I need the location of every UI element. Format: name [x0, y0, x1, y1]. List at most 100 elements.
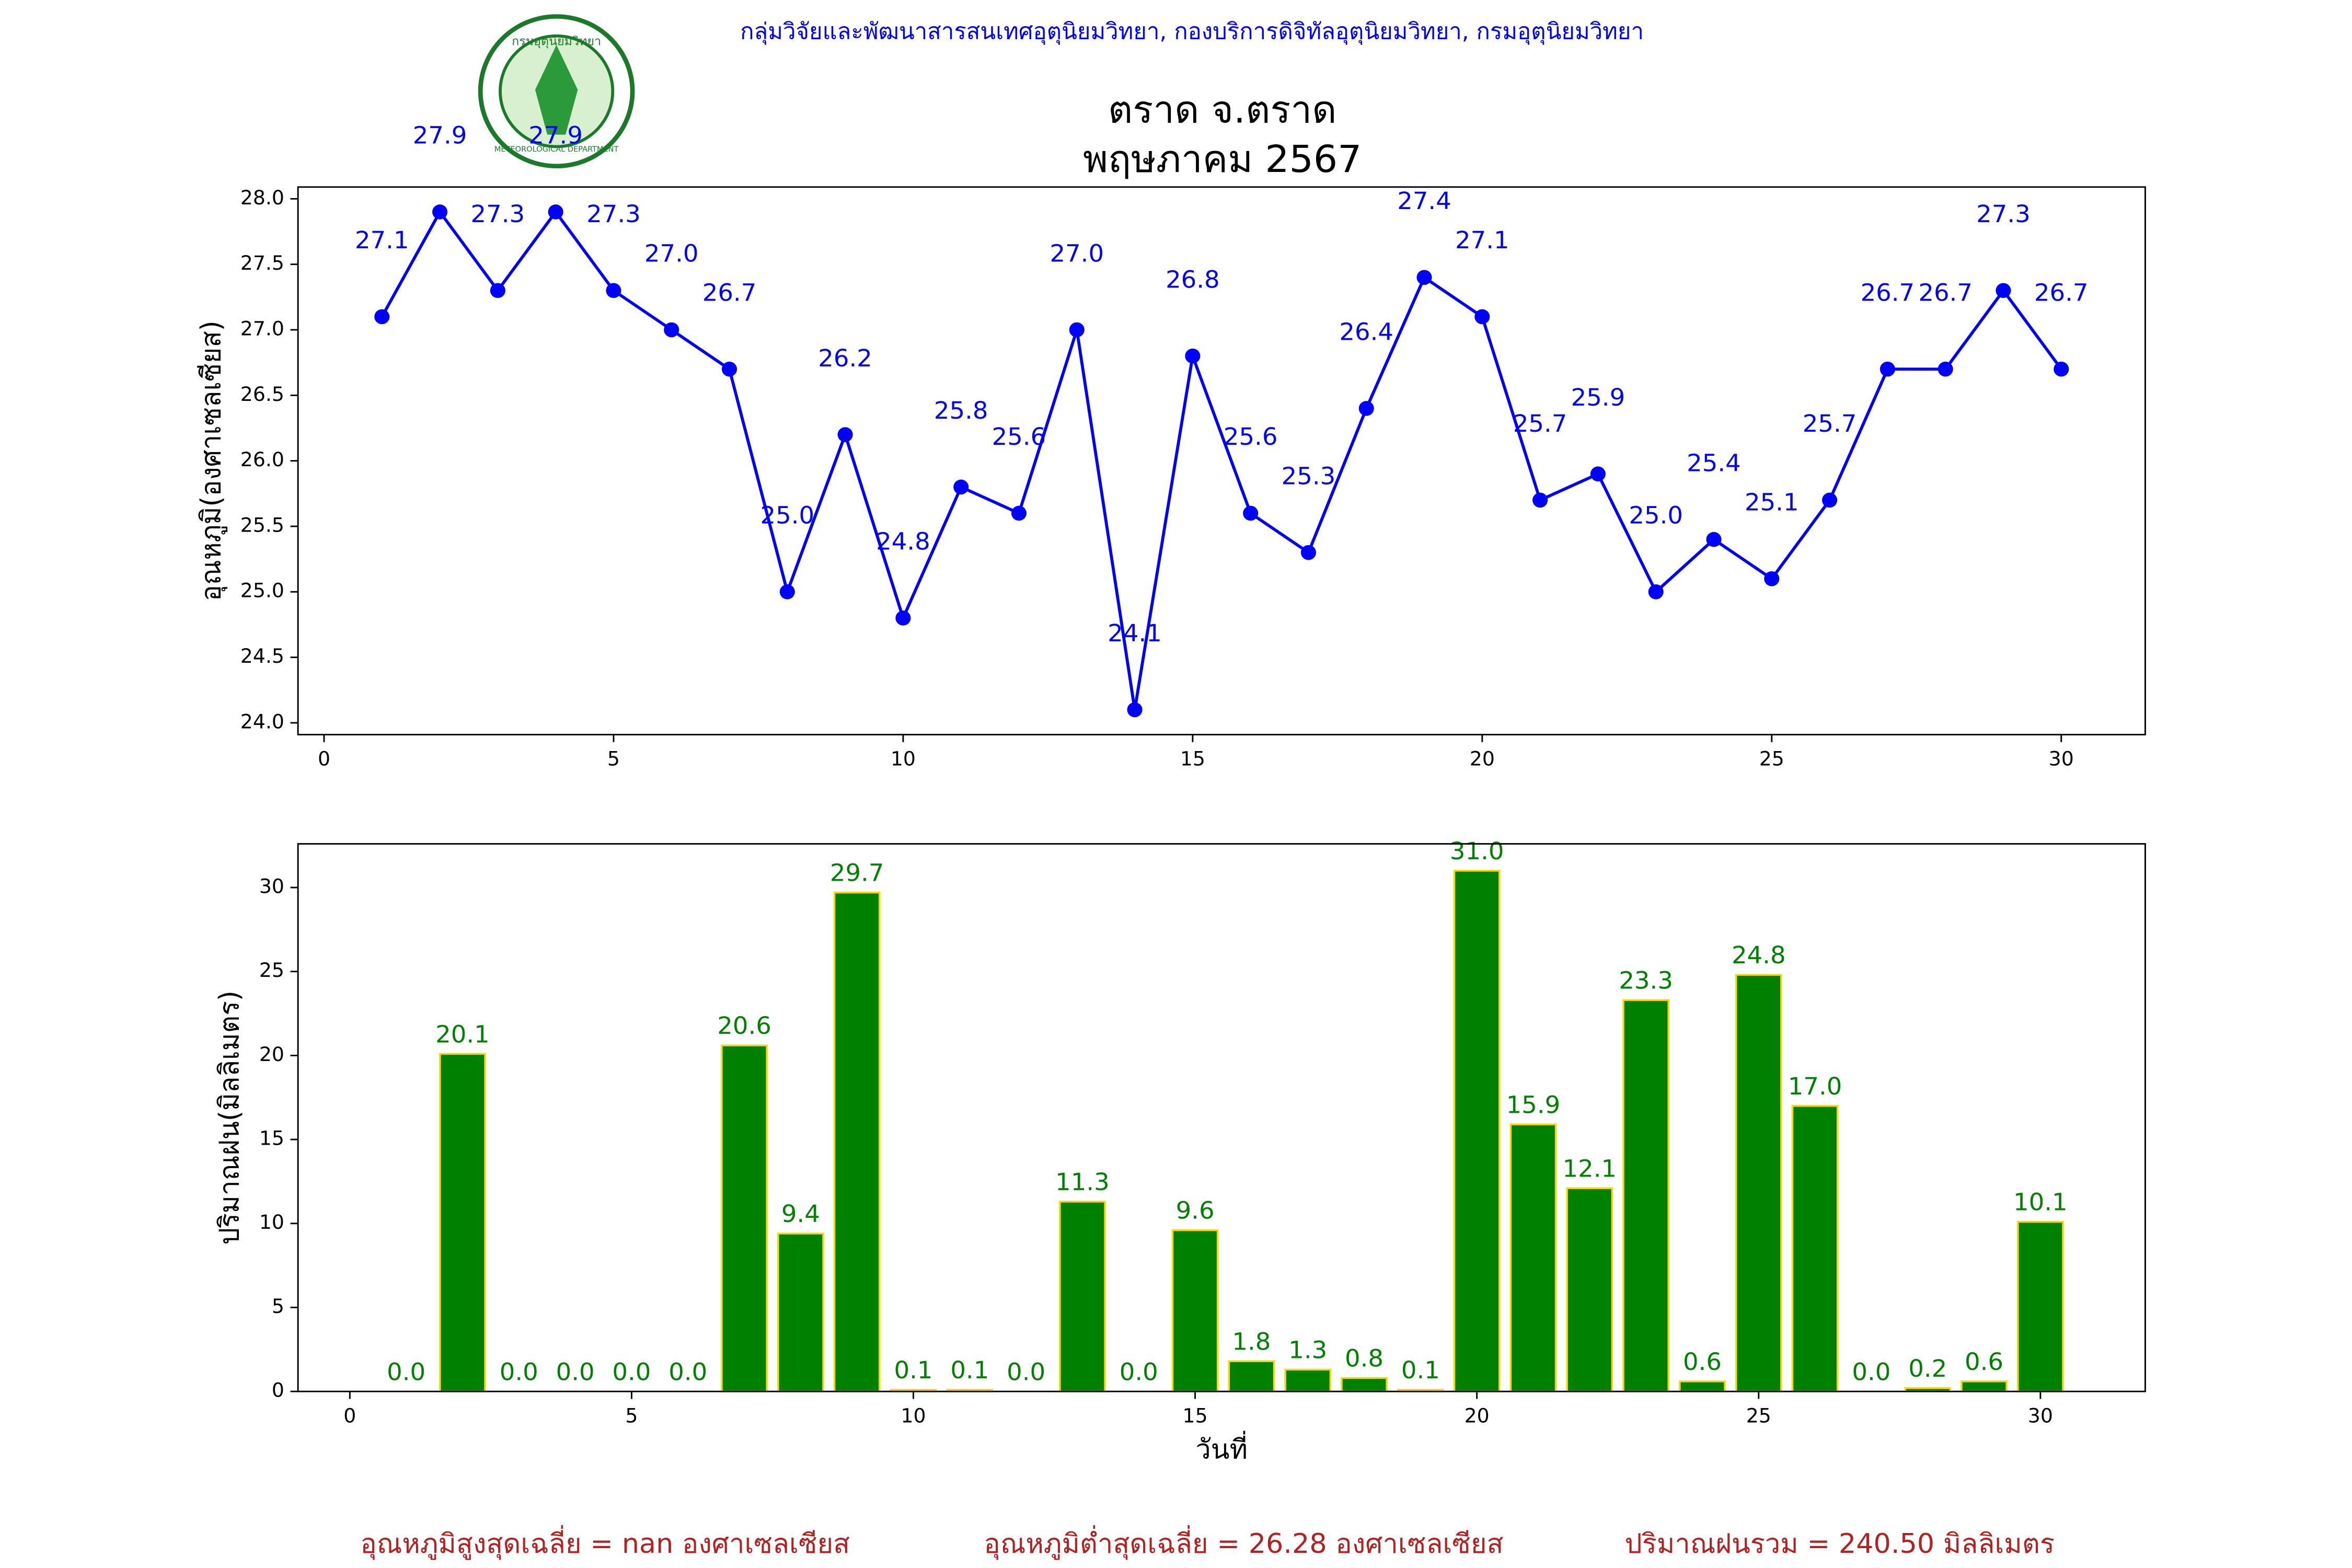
- value-label: 25.0: [1629, 501, 1683, 529]
- x-tick-label: 5: [625, 1404, 638, 1427]
- chart-title: ตราด จ.ตราด: [1108, 88, 1336, 132]
- y-tick-label: 28.0: [240, 186, 284, 209]
- point: [1880, 361, 1895, 377]
- value-label: 24.8: [1732, 941, 1786, 970]
- value-label: 0.1: [1401, 1356, 1440, 1384]
- value-label: 20.6: [717, 1012, 771, 1040]
- footer-text: อุณหภูมิต่ำสุดเฉลี่ย = 26.28 องศาเซลเซีย…: [984, 1525, 1503, 1560]
- value-label: 17.0: [1788, 1072, 1842, 1100]
- value-label: 27.9: [413, 121, 467, 149]
- footer-text: ปริมาณฝนรวม = 240.50 มิลลิเมตร: [1624, 1528, 2054, 1560]
- value-label: 27.0: [1050, 239, 1104, 268]
- bar: [1679, 1380, 1726, 1392]
- value-label: 26.7: [1918, 279, 1973, 307]
- bar: [439, 1053, 486, 1392]
- point: [1648, 584, 1664, 599]
- value-label: 25.9: [1571, 383, 1625, 411]
- point: [1474, 309, 1490, 325]
- plot-frame: [297, 843, 2146, 1392]
- point: [432, 204, 448, 220]
- point: [664, 322, 679, 338]
- point: [953, 479, 969, 495]
- bar: [1961, 1380, 2008, 1392]
- y-tick-label: 26.0: [240, 448, 284, 471]
- value-label: 0.0: [1007, 1358, 1045, 1386]
- value-label: 11.3: [1055, 1168, 1110, 1196]
- point: [1185, 348, 1201, 364]
- value-label: 0.6: [1965, 1347, 2003, 1376]
- y-tick-label: 27.5: [240, 251, 284, 274]
- point: [1532, 492, 1548, 508]
- value-label: 0.0: [500, 1358, 538, 1386]
- y-tick-label: 25: [259, 959, 284, 982]
- bar: [1228, 1360, 1275, 1392]
- plot-frame: [297, 186, 2146, 735]
- chart-subtitle: พฤษภาคม 2567: [1083, 138, 1362, 181]
- y-tick-label: 5: [272, 1295, 284, 1318]
- x-tick-label: 0: [318, 747, 330, 770]
- footer-text: อุณหภูมิสูงสุดเฉลี่ย = nan องศาเซลเซียส: [360, 1525, 850, 1560]
- value-label: 25.7: [1513, 409, 1567, 437]
- value-label: 1.8: [1232, 1328, 1271, 1356]
- point: [837, 427, 853, 442]
- x-tick-label: 15: [1180, 747, 1205, 770]
- value-label: 0.1: [894, 1356, 933, 1384]
- value-label: 0.0: [612, 1358, 651, 1386]
- bar: [1735, 974, 1782, 1392]
- value-label: 27.4: [1397, 187, 1451, 215]
- value-label: 23.3: [1619, 966, 1673, 995]
- value-label: 1.3: [1288, 1336, 1327, 1364]
- value-label: 0.1: [950, 1356, 989, 1384]
- bar: [1622, 999, 1670, 1392]
- value-label: 20.1: [435, 1020, 490, 1048]
- org-name: กลุ่มวิจัยและพัฒนาสารสนเทศอุตุนิยมวิทยา,…: [740, 19, 1644, 45]
- x-tick-label: 30: [2028, 1404, 2053, 1427]
- temperature-line: [381, 209, 2063, 710]
- value-label: 9.6: [1176, 1196, 1215, 1225]
- y-tick-label: 27.0: [240, 317, 284, 340]
- point: [2054, 361, 2069, 377]
- x-tick-label: 20: [1465, 1404, 1490, 1427]
- y-tick-label: 0: [272, 1379, 284, 1402]
- bar: [1509, 1123, 1557, 1392]
- x-tick-label: 20: [1470, 747, 1495, 770]
- point: [1590, 466, 1606, 482]
- y-tick-label: 25.0: [240, 579, 284, 602]
- point: [779, 584, 795, 599]
- value-label: 10.1: [2013, 1188, 2068, 1216]
- point: [1069, 322, 1085, 338]
- x-tick-label: 5: [607, 747, 620, 770]
- value-label: 27.1: [355, 226, 409, 255]
- value-label: 27.9: [528, 121, 583, 149]
- value-label: 24.1: [1108, 619, 1162, 648]
- value-label: 0.6: [1683, 1347, 1722, 1376]
- point: [1996, 283, 2011, 298]
- value-label: 25.6: [992, 423, 1046, 451]
- point: [1300, 545, 1316, 560]
- value-label: 0.0: [556, 1358, 595, 1386]
- y-tick-label: 30: [259, 875, 284, 898]
- point: [374, 309, 390, 325]
- point: [895, 610, 911, 626]
- bar: [1791, 1105, 1839, 1392]
- y-axis-label: ปริมาณฝน(มิลลิเมตร): [214, 990, 245, 1244]
- value-label: 0.0: [1852, 1358, 1890, 1386]
- value-label: 26.8: [1166, 266, 1220, 294]
- y-tick-label: 25.5: [240, 514, 284, 537]
- point: [1764, 571, 1780, 586]
- value-label: 25.0: [760, 501, 815, 529]
- point: [1822, 492, 1838, 508]
- y-tick-label: 26.5: [240, 383, 284, 406]
- value-label: 25.7: [1803, 409, 1857, 437]
- value-label: 31.0: [1450, 837, 1504, 865]
- point: [490, 283, 505, 298]
- point: [1416, 270, 1432, 285]
- value-label: 27.3: [586, 200, 641, 228]
- value-label: 0.0: [668, 1358, 707, 1386]
- value-label: 27.0: [644, 239, 699, 268]
- value-label: 25.1: [1745, 488, 1799, 516]
- value-label: 25.4: [1687, 449, 1741, 477]
- value-label: 26.7: [2034, 279, 2089, 307]
- x-axis-label: วันที่: [1195, 1431, 1248, 1465]
